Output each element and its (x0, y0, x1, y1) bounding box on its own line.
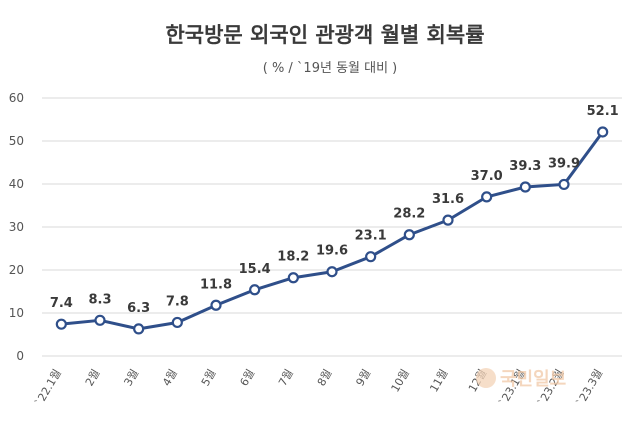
x-tick-label: 4월 (160, 367, 180, 388)
data-label: 19.6 (316, 244, 348, 259)
grid-lines (42, 97, 622, 357)
data-labels: 7.4 8.3 6.3 7.8 11.8 15.4 18.2 19.6 23.1 28.2 31.6… (50, 104, 619, 316)
watermark-text: 국민일보 (500, 369, 566, 390)
data-point (481, 191, 493, 203)
data-label: 11.8 (200, 277, 232, 292)
y-tick-label: 50 (9, 134, 24, 148)
data-point (403, 229, 415, 241)
data-label: 37.0 (471, 169, 503, 184)
watermark-logo: 국민일보 (476, 368, 566, 390)
data-label: 7.4 (50, 296, 73, 311)
data-point (55, 318, 67, 330)
data-point (133, 323, 145, 335)
x-tick-label: `23.3월 (574, 367, 605, 408)
y-axis-ticks: 0 10 20 30 40 50 60 (9, 91, 24, 363)
x-tick-label: 3월 (121, 367, 141, 388)
data-point (519, 181, 531, 193)
chart-subtitle: ( % / `19년 동월 대비 ) (263, 61, 398, 76)
y-tick-label: 40 (9, 177, 24, 191)
y-tick-label: 30 (9, 220, 24, 234)
x-tick-label: 6월 (237, 367, 257, 388)
x-tick-label: 5월 (199, 367, 219, 388)
chart-title: 한국방문 외국인 관광객 월별 회복률 (165, 23, 484, 47)
data-point (94, 314, 106, 326)
data-label: 39.9 (548, 156, 580, 171)
data-point (287, 272, 299, 284)
x-tick-label: 11월 (427, 367, 450, 394)
y-tick-label: 0 (16, 349, 24, 363)
data-label: 39.3 (509, 159, 541, 174)
data-label: 8.3 (88, 292, 111, 307)
data-label: 15.4 (239, 262, 271, 277)
x-tick-label: `22.1월 (33, 367, 64, 408)
data-point (365, 251, 377, 263)
y-tick-label: 20 (9, 263, 24, 277)
y-tick-label: 60 (9, 91, 24, 105)
data-label: 23.1 (355, 229, 387, 244)
data-point (558, 178, 570, 191)
x-tick-label: 9월 (353, 367, 373, 388)
series-markers (55, 126, 609, 335)
data-point (442, 214, 454, 226)
x-tick-label: 8월 (315, 367, 335, 388)
data-point (249, 284, 261, 296)
x-tick-label: 7월 (276, 367, 296, 388)
x-tick-label: 10월 (389, 367, 412, 394)
data-label: 6.3 (127, 301, 150, 316)
data-point (326, 266, 338, 278)
data-label: 28.2 (393, 207, 425, 222)
x-tick-label: 2월 (83, 367, 103, 388)
data-label: 52.1 (587, 104, 619, 119)
data-label: 31.6 (432, 192, 464, 207)
y-tick-label: 10 (9, 306, 24, 320)
data-label: 7.8 (166, 294, 189, 309)
data-point (210, 299, 222, 311)
data-label: 18.2 (277, 250, 309, 265)
data-point (171, 316, 183, 329)
data-point (597, 126, 609, 138)
